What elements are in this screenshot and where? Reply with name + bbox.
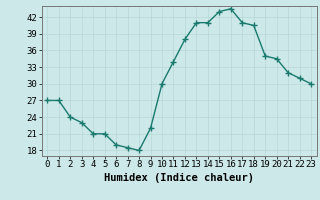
X-axis label: Humidex (Indice chaleur): Humidex (Indice chaleur) bbox=[104, 173, 254, 183]
